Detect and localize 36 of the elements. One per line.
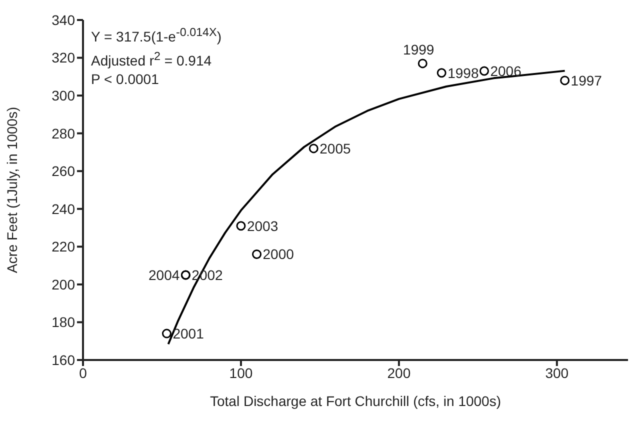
x-axis-title: Total Discharge at Fort Churchill (cfs, in 1000s) [210, 393, 501, 409]
x-tick-label: 100 [229, 364, 253, 381]
point [560, 76, 570, 86]
annotation: 2004 [148, 267, 180, 283]
y-tick-label: 300 [52, 88, 76, 104]
annotation: Y = 317.5(1-e$^{-0.014X}$) [91, 25, 222, 47]
y-tick-label: 280 [52, 125, 76, 142]
y-tick-label: 340 [52, 12, 76, 28]
annotation: 1999 [403, 41, 434, 58]
annotation: Adjusted r$^{2}$ = 0.914 [91, 48, 213, 70]
y-axis-title: Acre Feet (1July, in 1000s) [4, 106, 20, 274]
annotation: 1998 [448, 64, 479, 81]
point [308, 144, 318, 154]
y-tick-label: 260 [52, 163, 76, 180]
x-tick-label: 0 [79, 364, 88, 381]
y-tick-label: 160 [52, 352, 76, 368]
y-tick-label: 180 [52, 314, 76, 330]
point [479, 66, 489, 76]
point [418, 58, 428, 68]
annotation: 2001 [172, 326, 204, 342]
annotation: P < 0.0001 [91, 70, 160, 90]
y-tick-label: 320 [52, 50, 76, 66]
y-tick-label: 200 [52, 276, 76, 292]
point [436, 68, 446, 78]
annotation: 2005 [320, 140, 351, 156]
annotation: 2003 [246, 218, 278, 234]
y-tick-label: 220 [52, 238, 76, 255]
annotation: 1997 [570, 72, 602, 88]
x-tick-label: 200 [387, 364, 411, 381]
annotation: 2006 [490, 63, 522, 79]
point [162, 328, 172, 338]
point [252, 249, 262, 259]
y-tick-label: 240 [52, 200, 76, 217]
point [236, 221, 246, 231]
x-tick-label: 300 [545, 364, 569, 381]
annotation: 2000 [262, 246, 294, 262]
